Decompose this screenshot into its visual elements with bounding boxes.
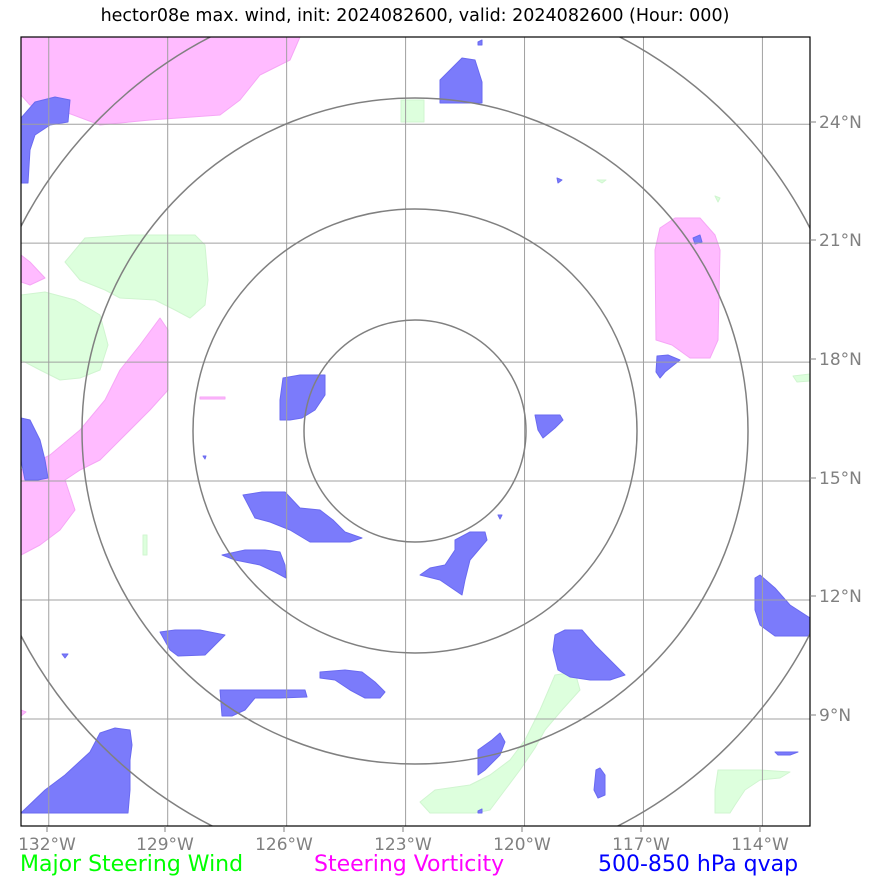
- qvap-region: [655, 354, 681, 379]
- latitude-tick: 24°N: [810, 113, 862, 133]
- range-ring: [192, 208, 638, 654]
- qvap-region: [61, 653, 69, 659]
- legend-major-steering-wind: Major Steering Wind: [20, 852, 244, 877]
- qvap-region: [439, 57, 483, 104]
- qvap-region: [159, 629, 226, 657]
- latitude-ticks: 24°N 21°N 18°N 15°N 12°N 9°N: [810, 113, 862, 726]
- map-layers: [21, 37, 810, 826]
- latitude-tick: 12°N: [810, 587, 862, 607]
- range-ring: [81, 97, 749, 765]
- qvap-region: [242, 491, 363, 543]
- latitude-tick: 18°N: [810, 350, 862, 370]
- major-steering-wind-layer: [21, 99, 810, 814]
- wind-region: [64, 234, 209, 319]
- qvap-region: [221, 549, 287, 579]
- range-rings: [21, 37, 810, 826]
- legend-qvap: 500-850 hPa qvap: [598, 852, 799, 877]
- lat-label: 18°N: [819, 350, 862, 370]
- map-title: hector08e max. wind, init: 2024082600, v…: [100, 6, 730, 26]
- wind-region: [400, 99, 425, 123]
- steering-vorticity-layer: [21, 37, 721, 717]
- wind-region: [142, 534, 148, 556]
- qvap-region: [202, 455, 207, 460]
- qvap-region: [593, 767, 606, 799]
- qvap-region: [754, 574, 810, 637]
- legend-steering-vorticity: Steering Vorticity: [314, 852, 505, 877]
- qvap-region: [497, 514, 503, 520]
- latitude-tick: 9°N: [810, 706, 851, 726]
- qvap-region: [477, 39, 483, 46]
- lon-label: 129°W: [136, 835, 194, 855]
- qvap-region: [552, 629, 626, 681]
- qvap-region: [774, 751, 799, 756]
- lat-label: 15°N: [819, 469, 862, 489]
- longitude-tick: 117°W: [612, 826, 670, 855]
- lat-label: 9°N: [819, 706, 851, 726]
- lat-label: 12°N: [819, 587, 862, 607]
- qvap-region: [21, 417, 49, 481]
- longitude-tick: 132°W: [18, 826, 76, 855]
- lat-label: 21°N: [819, 231, 862, 251]
- lon-label: 117°W: [612, 835, 670, 855]
- longitude-tick: 123°W: [374, 826, 432, 855]
- qvap-region: [219, 689, 308, 717]
- qvap-region: [319, 669, 386, 699]
- longitude-tick: 126°W: [255, 826, 313, 855]
- map-background: [21, 37, 810, 826]
- vorticity-region: [21, 37, 301, 126]
- latitude-tick: 21°N: [810, 231, 862, 251]
- longitude-tick: 114°W: [731, 826, 789, 855]
- latitude-tick: 15°N: [810, 469, 862, 489]
- lat-label: 24°N: [819, 113, 862, 133]
- lon-label: 120°W: [493, 835, 551, 855]
- range-ring: [303, 319, 527, 543]
- wind-region: [419, 671, 581, 814]
- lon-label: 123°W: [374, 835, 432, 855]
- vorticity-region: [199, 396, 226, 400]
- wind-region: [714, 769, 791, 814]
- map-gridlines: [21, 37, 810, 826]
- lon-label: 126°W: [255, 835, 313, 855]
- qvap-region: [692, 234, 703, 245]
- qvap-region: [477, 808, 483, 814]
- qvap-region: [419, 531, 488, 596]
- longitude-tick: 120°W: [493, 826, 551, 855]
- qvap-region: [556, 177, 563, 184]
- wind-region: [792, 373, 810, 383]
- vorticity-region: [654, 217, 721, 359]
- lon-label: 132°W: [18, 835, 76, 855]
- longitude-tick: 129°W: [136, 826, 194, 855]
- longitude-ticks: 132°W 129°W 126°W 123°W 120°W 117°W 114°…: [18, 826, 789, 855]
- vorticity-region: [21, 317, 169, 556]
- wind-region: [714, 195, 721, 203]
- vorticity-region: [21, 254, 46, 286]
- wind-region: [596, 179, 607, 184]
- map-frame: [20, 36, 811, 827]
- vorticity-region: [21, 709, 27, 717]
- qvap-region: [534, 414, 564, 439]
- qvap-region: [477, 732, 506, 776]
- lon-label: 114°W: [731, 835, 789, 855]
- wind-region: [21, 291, 109, 381]
